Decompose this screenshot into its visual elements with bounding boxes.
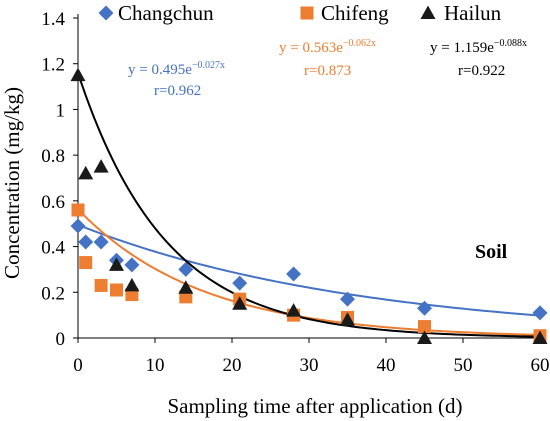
fit-curve-changchun xyxy=(77,223,541,317)
legend-marker-chifeng xyxy=(300,6,314,20)
r-value-chifeng: r=0.873 xyxy=(304,63,351,79)
axes: 0 0.2 0.4 0.6 0.8 1 1.2 1.4 0 10 20 30 40 50 60 xyxy=(41,9,549,376)
data-point-chifeng xyxy=(71,203,85,217)
data-point-hailun xyxy=(93,159,109,173)
legend-label-chifeng: Chifeng xyxy=(321,1,389,25)
x-tick-label: 40 xyxy=(377,355,396,376)
legend-label-hailun: Hailun xyxy=(444,1,502,25)
data-point-changchun xyxy=(417,300,432,316)
r-value-hailun: r=0.922 xyxy=(458,63,505,79)
x-axis-title: Sampling time after application (d) xyxy=(167,394,462,418)
x-tick-label: 20 xyxy=(223,355,242,376)
y-tick-label: 0.6 xyxy=(41,192,65,213)
data-point-hailun xyxy=(124,277,140,292)
equation-changchun: y = 0.495e−0.027x xyxy=(128,60,225,78)
data-point-changchun xyxy=(124,257,140,273)
data-point-hailun xyxy=(286,303,302,317)
x-tick-label: 50 xyxy=(454,355,473,376)
equation-chifeng: y = 0.563e−0.062x xyxy=(279,38,376,56)
y-tick-label: 0.2 xyxy=(41,283,65,304)
data-point-changchun xyxy=(340,291,355,307)
data-point-chifeng xyxy=(94,278,108,292)
legend-label-changchun: Changchun xyxy=(118,1,214,25)
data-point-chifeng xyxy=(418,320,431,334)
data-point-hailun xyxy=(340,312,355,326)
data-point-changchun xyxy=(232,275,248,291)
legend: Changchun Chifeng Hailun xyxy=(98,1,502,25)
data-point-changchun xyxy=(532,305,548,321)
legend-marker-changchun xyxy=(98,5,114,21)
x-tick-label: 0 xyxy=(73,355,83,376)
data-point-changchun xyxy=(70,218,86,234)
x-tick-label: 60 xyxy=(531,355,550,376)
y-tick-label: 0 xyxy=(56,329,66,350)
fit-curve-hailun xyxy=(77,72,541,338)
fit-curves xyxy=(77,72,541,338)
data-point-changchun xyxy=(178,261,194,277)
y-axis-title: Concentration (mg/kg) xyxy=(0,87,24,279)
y-tick-label: 1.2 xyxy=(41,55,65,76)
data-point-changchun xyxy=(286,266,302,282)
data-points xyxy=(70,67,548,344)
panel-label: Soil xyxy=(475,241,508,263)
data-point-chifeng xyxy=(79,256,93,270)
equations: y = 0.495e−0.027x r=0.962 y = 0.563e−0.062… xyxy=(128,38,527,99)
data-point-hailun xyxy=(178,280,194,294)
data-point-hailun xyxy=(78,165,94,180)
x-tick-label: 30 xyxy=(300,355,319,376)
x-tick-label: 10 xyxy=(146,355,165,376)
data-point-chifeng xyxy=(110,283,123,297)
data-point-hailun xyxy=(70,67,86,82)
data-point-changchun xyxy=(78,234,94,250)
fit-curve-chifeng xyxy=(77,208,541,336)
y-tick-label: 0.4 xyxy=(41,238,65,259)
data-point-hailun xyxy=(532,330,548,344)
equation-hailun: y = 1.159e−0.088x xyxy=(430,38,527,56)
data-point-changchun xyxy=(93,234,109,250)
data-point-hailun xyxy=(417,330,432,344)
r-value-changchun: r=0.962 xyxy=(154,83,201,99)
y-tick-label: 0.8 xyxy=(41,146,65,167)
data-point-hailun xyxy=(109,257,124,271)
data-point-hailun xyxy=(232,296,248,310)
y-tick-label: 1.4 xyxy=(41,9,65,30)
legend-marker-hailun xyxy=(420,5,436,19)
y-tick-label: 1 xyxy=(56,100,66,121)
